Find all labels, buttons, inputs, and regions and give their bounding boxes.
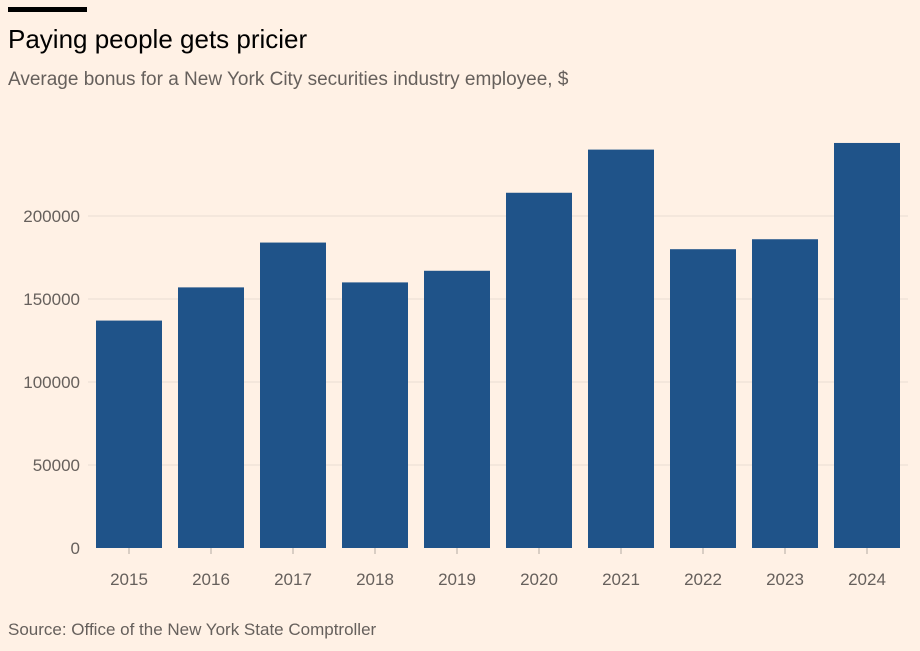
y-tick-label: 150000: [23, 290, 80, 309]
x-tick-label: 2023: [766, 570, 804, 589]
bars: [96, 142, 900, 549]
y-tick-label: 200000: [23, 207, 80, 226]
bar-2023: [752, 239, 818, 549]
chart-title: Paying people gets pricier: [8, 24, 308, 54]
bar-2017: [260, 242, 326, 548]
bar-2018: [342, 282, 408, 548]
y-tick-label: 100000: [23, 373, 80, 392]
bar-2020: [506, 192, 572, 548]
x-tick-label: 2020: [520, 570, 558, 589]
bar-2016: [178, 287, 244, 548]
bar-2021: [588, 149, 654, 548]
bar-2015: [96, 320, 162, 548]
x-tick-label: 2021: [602, 570, 640, 589]
x-tick-label: 2015: [110, 570, 148, 589]
x-tick-label: 2024: [848, 570, 886, 589]
x-tick-label: 2019: [438, 570, 476, 589]
brand-top-bar: [8, 7, 87, 12]
chart-subtitle: Average bonus for a New York City securi…: [8, 69, 569, 90]
x-axis-ticks: 2015 2016 2017 2018 2019 2020 2021 2022 2023 2024: [110, 548, 886, 589]
x-tick-label: 2018: [356, 570, 394, 589]
bar-2024: [834, 142, 900, 548]
y-axis-ticks: 0 50000 100000 150000 200000: [23, 207, 80, 558]
x-tick-label: 2017: [274, 570, 312, 589]
source-note: Source: Office of the New York State Com…: [8, 620, 377, 639]
bar-2022: [670, 249, 736, 548]
y-tick-label: 0: [71, 539, 80, 558]
x-tick-label: 2016: [192, 570, 230, 589]
y-tick-label: 50000: [33, 456, 80, 475]
bar-2019: [424, 270, 490, 548]
x-tick-label: 2022: [684, 570, 722, 589]
